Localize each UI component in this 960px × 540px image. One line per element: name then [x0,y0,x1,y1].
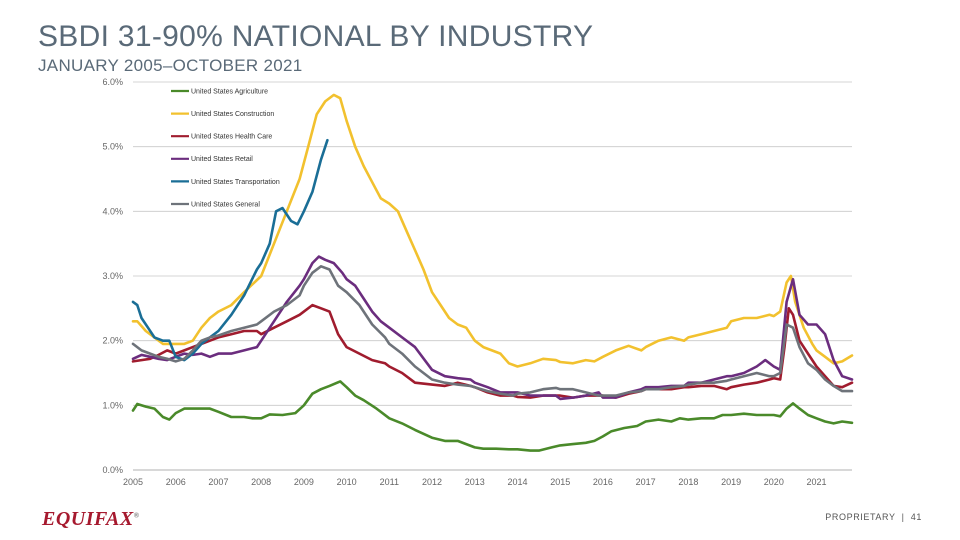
page-title: SBDI 31-90% NATIONAL BY INDUSTRY [38,20,594,53]
series-line-3 [131,255,854,401]
legend-label: United States Construction [191,111,274,118]
x-tick-label: 2014 [507,477,527,487]
x-tick-label: 2012 [422,477,442,487]
legend-label: United States Agriculture [191,88,268,95]
series-line-5 [131,265,854,397]
legend-label: United States Health Care [191,134,272,141]
x-tick-label: 2009 [294,477,314,487]
x-tick-label: 2010 [337,477,357,487]
footer-label: PROPRIETARY [825,512,896,522]
x-tick-label: 2007 [208,477,228,487]
y-tick-label: 4.0% [102,206,123,216]
y-tick-label: 1.0% [102,400,123,410]
series-line-0 [131,380,854,452]
page-number: 41 [910,512,922,522]
logo-text: EQUIFAX [42,508,134,530]
y-tick-label: 0.0% [102,465,123,475]
legend-label: United States General [191,201,260,208]
y-tick-label: 3.0% [102,271,123,281]
x-tick-label: 2008 [251,477,271,487]
y-tick-label: 6.0% [102,77,123,87]
legend-label: United States Retail [191,156,253,163]
page-subtitle: JANUARY 2005–OCTOBER 2021 [38,56,303,75]
x-tick-label: 2013 [465,477,485,487]
y-tick-label: 5.0% [102,142,123,152]
x-tick-label: 2016 [593,477,613,487]
x-tick-label: 2006 [166,477,186,487]
series-line-4 [131,138,329,362]
x-tick-label: 2005 [123,477,143,487]
legend-label: United States Transportation [191,179,280,186]
logo-mark: ® [133,511,140,520]
y-tick-label: 2.0% [102,336,123,346]
equifax-logo: EQUIFAX® [42,508,139,531]
x-tick-label: 2019 [721,477,741,487]
x-tick-label: 2020 [764,477,784,487]
x-tick-label: 2018 [678,477,698,487]
x-tick-label: 2011 [380,477,399,487]
x-tick-label: 2017 [636,477,656,487]
footer-separator: | [901,512,905,522]
x-tick-label: 2021 [807,477,827,487]
x-tick-label: 2015 [550,477,570,487]
line-chart: 0.0% 1.0% 2.0% 3.0% 4.0% 5.0% 6.0% 2005 2006 2007… [102,77,854,487]
series-line-1 [131,93,854,368]
footer-meta: PROPRIETARY | 41 [825,512,922,522]
